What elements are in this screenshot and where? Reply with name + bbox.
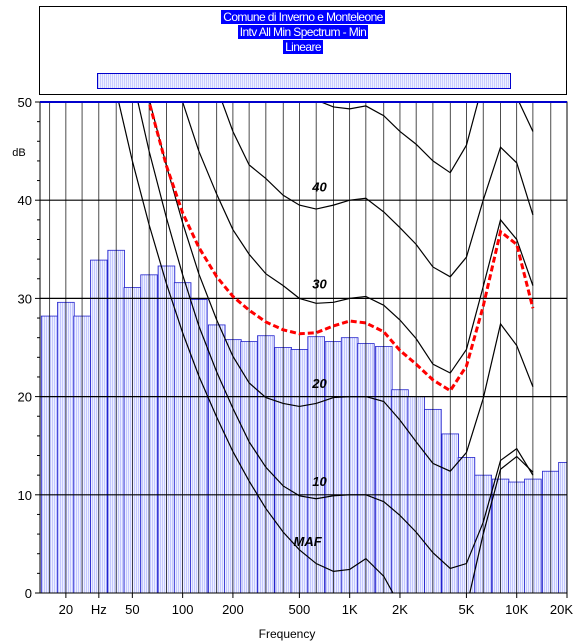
equal-loudness-contour: [149, 102, 534, 472]
x-tick-label: Hz: [91, 602, 107, 617]
x-axis-label: Frequency: [259, 627, 316, 641]
x-tick-label: 20: [59, 602, 73, 617]
y-tick-label: 0: [25, 586, 32, 601]
chart-subtitle: Intv All Min Spectrum - Min: [237, 25, 369, 39]
x-tick-label: 1K: [342, 602, 358, 617]
spectrum-bar: [558, 461, 567, 593]
equal-loudness-contour: [137, 102, 534, 570]
x-tick-label: 100: [172, 602, 194, 617]
contour-label: 40: [311, 179, 327, 194]
y-tick-label: 50: [18, 95, 32, 110]
contour-label: 20: [311, 376, 327, 391]
x-tick-label: 20K: [550, 602, 573, 617]
chart-title: Comune di Inverno e Monteleone: [221, 10, 385, 24]
y-tick-label: 30: [18, 291, 32, 306]
x-tick-label: 200: [222, 602, 244, 617]
x-tick-label: 5K: [458, 602, 474, 617]
x-tick-label: 50: [125, 602, 139, 617]
x-tick-label: 10K: [505, 602, 528, 617]
y-axis-label: dB: [12, 147, 25, 159]
chart-weighting: Lineare: [283, 40, 323, 54]
minimum-spectrum-curve: [147, 102, 535, 393]
x-tick-label: 500: [289, 602, 311, 617]
equal-loudness-contour: [182, 102, 534, 374]
x-tick-label: 2K: [392, 602, 408, 617]
contour-label: 10: [312, 474, 327, 489]
contour-label: 30: [312, 277, 327, 292]
contour-label: MAF: [294, 534, 323, 549]
y-tick-label: 20: [18, 390, 32, 405]
title-decoration-bar: [97, 73, 511, 89]
equal-loudness-contour: [221, 102, 534, 278]
equal-loudness-contour: [118, 102, 534, 593]
y-tick-label: 40: [18, 193, 32, 208]
chart-title-box: Comune di Inverno e Monteleone Intv All …: [39, 6, 567, 95]
equal-loudness-contour: [319, 102, 534, 174]
y-tick-label: 10: [18, 488, 32, 503]
